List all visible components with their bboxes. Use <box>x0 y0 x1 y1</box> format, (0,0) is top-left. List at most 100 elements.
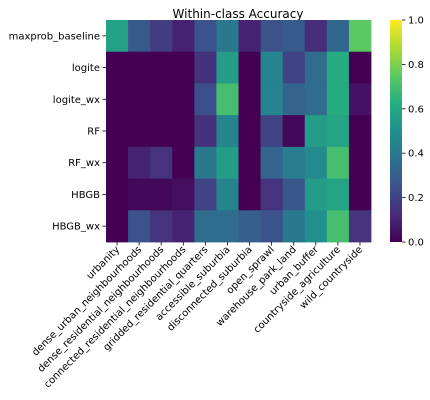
row-label: logite_wx <box>53 95 100 106</box>
colorbar-gradient <box>390 20 402 242</box>
heatmap-cell <box>348 83 372 116</box>
colorbar-ticks: 0.0 0.2 0.4 0.6 0.8 1.0 <box>402 16 424 249</box>
heatmap-cell <box>194 83 217 116</box>
heatmap-cell <box>172 115 195 148</box>
heatmap-cell <box>216 20 239 53</box>
heatmap-cell <box>326 20 350 53</box>
heatmap-cell <box>172 51 195 84</box>
heatmap-cell <box>348 146 372 179</box>
heatmap-cell <box>326 51 350 84</box>
colorbar-tick-label: 1.0 <box>408 16 424 27</box>
heatmap-cell <box>194 51 217 84</box>
heatmap-cell <box>194 178 217 211</box>
heatmap-cell <box>282 51 306 84</box>
heatmap-cell <box>304 20 328 53</box>
heatmap-cell <box>128 115 151 148</box>
heatmap-cell <box>282 210 306 243</box>
row-label: maxprob_baseline <box>9 31 100 42</box>
heatmap-cell <box>348 115 372 148</box>
heatmap-cell <box>172 210 195 243</box>
heatmap-cell <box>172 83 195 116</box>
heatmap-cell <box>106 83 129 116</box>
heatmap-cell <box>282 83 306 116</box>
heatmap-cell <box>238 83 261 116</box>
heatmap-cell <box>106 178 129 211</box>
heatmap-cell <box>348 210 372 243</box>
heatmap-cell <box>128 178 151 211</box>
heatmap-cell <box>282 20 306 53</box>
heatmap-cell <box>216 178 239 211</box>
heatmap-cell <box>150 51 173 84</box>
heatmap-cell <box>326 115 350 148</box>
heatmap-cells <box>106 20 372 243</box>
row-label: RF_wx <box>68 158 100 169</box>
heatmap-cell <box>260 83 284 116</box>
column-labels: urbanitydense_urban_neighbourhoodsdense_… <box>30 242 365 390</box>
heatmap-cell <box>172 146 195 179</box>
heatmap-cell <box>260 146 284 179</box>
heatmap-cell <box>106 210 129 243</box>
heatmap-cell <box>238 51 261 84</box>
colorbar-tick-label: 0.4 <box>408 149 424 160</box>
heatmap-cell <box>326 146 350 179</box>
heatmap-cell <box>216 115 239 148</box>
heatmap-cell <box>216 146 239 179</box>
heatmap-cell <box>150 20 173 53</box>
heatmap-cell <box>216 210 239 243</box>
heatmap-cell <box>194 210 217 243</box>
heatmap-cell <box>128 146 151 179</box>
heatmap-cell <box>150 146 173 179</box>
heatmap-cell <box>216 51 239 84</box>
heatmap-cell <box>106 20 129 53</box>
heatmap-cell <box>150 178 173 211</box>
heatmap-cell <box>194 146 217 179</box>
heatmap-cell <box>282 115 306 148</box>
row-label: HBGB <box>71 190 100 201</box>
heatmap-cell <box>106 51 129 84</box>
row-label: RF <box>87 127 100 138</box>
heatmap-cell <box>216 83 239 116</box>
heatmap-cell <box>260 210 284 243</box>
heatmap-cell <box>304 83 328 116</box>
colorbar: 0.0 0.2 0.4 0.6 0.8 1.0 <box>390 16 424 249</box>
heatmap-cell <box>260 115 284 148</box>
heatmap-cell <box>106 115 129 148</box>
heatmap-cell <box>238 178 261 211</box>
chart-title: Within-class Accuracy <box>173 7 304 21</box>
heatmap-cell <box>194 115 217 148</box>
heatmap-cell <box>194 20 217 53</box>
heatmap-cell <box>128 51 151 84</box>
heatmap-cell <box>304 210 328 243</box>
colorbar-tick-label: 0.6 <box>408 104 424 115</box>
heatmap-cell <box>326 210 350 243</box>
heatmap-cell <box>304 146 328 179</box>
heatmap-cell <box>172 178 195 211</box>
heatmap-cell <box>128 20 151 53</box>
heatmap-cell <box>304 115 328 148</box>
colorbar-tick-label: 0.0 <box>408 238 424 249</box>
heatmap-cell <box>326 83 350 116</box>
row-label: logite <box>72 63 100 74</box>
heatmap-cell <box>348 20 372 53</box>
row-label: HBGB_wx <box>52 222 100 233</box>
heatmap-cell <box>304 51 328 84</box>
heatmap-cell <box>238 210 261 243</box>
heatmap-cell <box>282 146 306 179</box>
heatmap-cell <box>238 20 261 53</box>
heatmap-cell <box>260 178 284 211</box>
heatmap-cell <box>172 20 195 53</box>
heatmap-cell <box>326 178 350 211</box>
heatmap-cell <box>348 51 372 84</box>
colorbar-tick-label: 0.8 <box>408 60 424 71</box>
heatmap-cell <box>238 115 261 148</box>
heatmap-cell <box>150 210 173 243</box>
heatmap-cell <box>260 20 284 53</box>
colorbar-tick-label: 0.2 <box>408 193 424 204</box>
heatmap-cell <box>106 146 129 179</box>
heatmap-cell <box>150 83 173 116</box>
heatmap-cell <box>150 115 173 148</box>
heatmap-cell <box>282 178 306 211</box>
heatmap-cell <box>238 146 261 179</box>
